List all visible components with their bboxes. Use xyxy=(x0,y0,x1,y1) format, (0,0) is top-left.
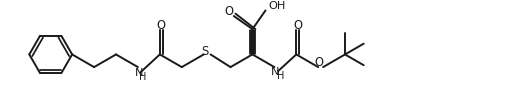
Text: N: N xyxy=(135,68,143,78)
Text: OH: OH xyxy=(269,1,286,11)
Text: S: S xyxy=(201,45,209,58)
Text: O: O xyxy=(315,56,324,69)
Text: O: O xyxy=(293,19,302,32)
Text: O: O xyxy=(224,5,233,18)
Text: O: O xyxy=(157,19,166,32)
Text: N: N xyxy=(271,67,279,77)
Text: H: H xyxy=(277,71,284,81)
Text: H: H xyxy=(139,72,146,82)
